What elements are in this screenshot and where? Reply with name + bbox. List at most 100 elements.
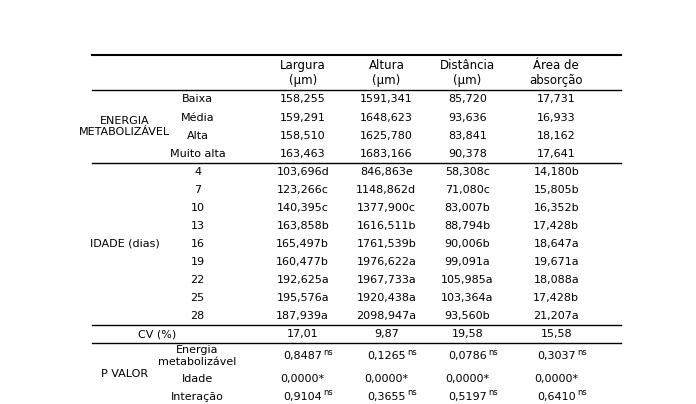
Text: Média: Média [181, 113, 214, 122]
Text: 1648,623: 1648,623 [360, 113, 413, 122]
Text: 13: 13 [191, 221, 205, 231]
Text: 103,696d: 103,696d [276, 167, 329, 177]
Text: 58,308c: 58,308c [445, 167, 490, 177]
Text: 28: 28 [191, 311, 205, 321]
Text: Baixa: Baixa [182, 95, 213, 105]
Text: 99,091a: 99,091a [445, 257, 490, 267]
Text: 16: 16 [191, 239, 205, 249]
Text: 21,207a: 21,207a [533, 311, 579, 321]
Text: 2098,947a: 2098,947a [356, 311, 416, 321]
Text: 16,352b: 16,352b [533, 203, 579, 213]
Text: Área de
absorção: Área de absorção [530, 59, 583, 86]
Text: 158,510: 158,510 [280, 130, 326, 141]
Text: ns: ns [488, 388, 498, 398]
Text: 17,641: 17,641 [537, 149, 576, 159]
Text: 159,291: 159,291 [280, 113, 326, 122]
Text: 1920,438a: 1920,438a [356, 293, 416, 303]
Text: ns: ns [407, 348, 417, 357]
Text: 160,477b: 160,477b [276, 257, 329, 267]
Text: 195,576a: 195,576a [276, 293, 329, 303]
Text: 19,671a: 19,671a [533, 257, 579, 267]
Text: 163,858b: 163,858b [276, 221, 329, 231]
Text: 15,805b: 15,805b [533, 185, 579, 195]
Text: 9,87: 9,87 [374, 329, 399, 339]
Text: 17,428b: 17,428b [533, 221, 579, 231]
Text: 14,180b: 14,180b [533, 167, 579, 177]
Text: 16,933: 16,933 [537, 113, 576, 122]
Text: 18,088a: 18,088a [533, 275, 579, 285]
Text: 1761,539b: 1761,539b [356, 239, 416, 249]
Text: 0,0786: 0,0786 [448, 351, 487, 361]
Text: 19,58: 19,58 [452, 329, 483, 339]
Text: Energia
metabolizável: Energia metabolizável [159, 345, 237, 367]
Text: 192,625a: 192,625a [276, 275, 329, 285]
Text: CV (%): CV (%) [138, 329, 176, 339]
Text: 19: 19 [191, 257, 205, 267]
Text: 0,0000*: 0,0000* [535, 374, 578, 383]
Text: 90,006b: 90,006b [445, 239, 490, 249]
Text: 1591,341: 1591,341 [360, 95, 413, 105]
Text: 0,9104: 0,9104 [283, 391, 322, 402]
Text: 93,560b: 93,560b [445, 311, 490, 321]
Text: 0,0000*: 0,0000* [445, 374, 489, 383]
Text: 0,3655: 0,3655 [367, 391, 406, 402]
Text: 0,0000*: 0,0000* [364, 374, 409, 383]
Text: 83,007b: 83,007b [445, 203, 490, 213]
Text: 105,985a: 105,985a [441, 275, 493, 285]
Text: 140,395c: 140,395c [277, 203, 329, 213]
Text: 163,463: 163,463 [280, 149, 326, 159]
Text: 88,794b: 88,794b [444, 221, 491, 231]
Text: 17,731: 17,731 [537, 95, 576, 105]
Text: ns: ns [323, 348, 333, 357]
Text: Idade: Idade [182, 374, 213, 383]
Text: ns: ns [577, 388, 587, 398]
Text: 1683,166: 1683,166 [360, 149, 413, 159]
Text: 18,647a: 18,647a [533, 239, 579, 249]
Text: 0,1265: 0,1265 [367, 351, 406, 361]
Text: 15,58: 15,58 [541, 329, 572, 339]
Text: 187,939a: 187,939a [276, 311, 329, 321]
Text: Alta: Alta [187, 130, 209, 141]
Text: 17,01: 17,01 [287, 329, 319, 339]
Text: 93,636: 93,636 [448, 113, 487, 122]
Text: 846,863e: 846,863e [360, 167, 413, 177]
Text: Largura
(μm): Largura (μm) [280, 59, 326, 86]
Text: 123,266c: 123,266c [277, 185, 329, 195]
Text: 103,364a: 103,364a [441, 293, 493, 303]
Text: ns: ns [488, 348, 498, 357]
Text: ns: ns [323, 388, 333, 398]
Text: 83,841: 83,841 [448, 130, 487, 141]
Text: 1377,900c: 1377,900c [357, 203, 416, 213]
Text: 22: 22 [191, 275, 205, 285]
Text: Distância
(μm): Distância (μm) [440, 59, 495, 86]
Text: 90,378: 90,378 [448, 149, 487, 159]
Text: 1148,862d: 1148,862d [356, 185, 416, 195]
Text: ns: ns [407, 388, 417, 398]
Text: 71,080c: 71,080c [445, 185, 490, 195]
Text: 17,428b: 17,428b [533, 293, 579, 303]
Text: Interação: Interação [171, 391, 224, 402]
Text: 7: 7 [194, 185, 201, 195]
Text: 0,5197: 0,5197 [448, 391, 487, 402]
Text: Altura
(μm): Altura (μm) [368, 59, 404, 86]
Text: Muito alta: Muito alta [170, 149, 226, 159]
Text: 0,0000*: 0,0000* [280, 374, 325, 383]
Text: 85,720: 85,720 [448, 95, 487, 105]
Text: 0,8487: 0,8487 [283, 351, 322, 361]
Text: 1967,733a: 1967,733a [356, 275, 416, 285]
Text: 0,6410: 0,6410 [537, 391, 576, 402]
Text: 25: 25 [191, 293, 205, 303]
Text: ENERGIA
METABOLIZÁVEL: ENERGIA METABOLIZÁVEL [79, 116, 171, 137]
Text: IDADE (dias): IDADE (dias) [90, 239, 159, 249]
Text: 18,162: 18,162 [537, 130, 576, 141]
Text: 0,3037: 0,3037 [537, 351, 576, 361]
Text: ns: ns [577, 348, 587, 357]
Text: 165,497b: 165,497b [276, 239, 329, 249]
Text: P VALOR: P VALOR [101, 369, 148, 379]
Text: 1625,780: 1625,780 [360, 130, 413, 141]
Text: 1976,622a: 1976,622a [356, 257, 416, 267]
Text: 10: 10 [191, 203, 205, 213]
Text: 4: 4 [194, 167, 201, 177]
Text: 158,255: 158,255 [280, 95, 326, 105]
Text: 1616,511b: 1616,511b [356, 221, 416, 231]
